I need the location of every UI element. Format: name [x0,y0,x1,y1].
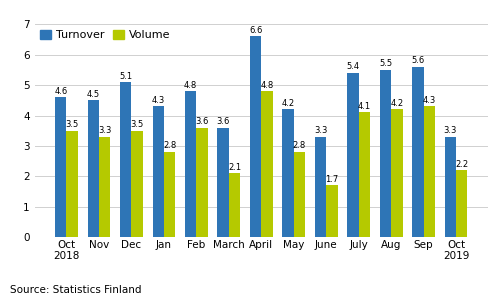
Text: 6.6: 6.6 [249,26,262,35]
Bar [348,73,359,237]
Bar [132,131,143,237]
Text: 3.3: 3.3 [314,126,327,135]
Text: 3.5: 3.5 [66,120,79,129]
Text: 3.3: 3.3 [98,126,111,135]
Bar [380,70,391,237]
Text: 3.5: 3.5 [131,120,144,129]
Text: 4.3: 4.3 [423,96,436,105]
Bar [120,82,132,237]
Text: 3.3: 3.3 [444,126,457,135]
Text: 4.6: 4.6 [54,87,68,96]
Bar [445,137,456,237]
Text: 3.6: 3.6 [195,117,209,126]
Bar [423,106,435,237]
Text: 5.1: 5.1 [119,71,132,81]
Text: Source: Statistics Finland: Source: Statistics Finland [10,285,141,295]
Bar [229,173,240,237]
Bar [185,91,196,237]
Text: 2.8: 2.8 [293,141,306,150]
Text: 4.5: 4.5 [87,90,100,99]
Bar [391,109,402,237]
Text: 2.8: 2.8 [163,141,176,150]
Text: 4.8: 4.8 [184,81,197,90]
Bar [88,100,99,237]
Bar [67,131,78,237]
Bar [99,137,110,237]
Text: 4.2: 4.2 [282,99,295,108]
Bar [217,128,229,237]
Bar [250,36,261,237]
Text: 2.2: 2.2 [455,160,468,169]
Bar [294,152,305,237]
Bar [326,185,338,237]
Text: 5.6: 5.6 [411,56,424,65]
Text: 4.3: 4.3 [151,96,165,105]
Bar [152,106,164,237]
Text: 4.1: 4.1 [358,102,371,111]
Bar [456,170,467,237]
Bar [261,91,273,237]
Bar [412,67,423,237]
Text: 2.1: 2.1 [228,163,241,172]
Bar [55,97,67,237]
Text: 1.7: 1.7 [325,175,339,184]
Bar [315,137,326,237]
Legend: Turnover, Volume: Turnover, Volume [40,30,170,40]
Bar [196,128,208,237]
Bar [359,112,370,237]
Text: 5.5: 5.5 [379,59,392,68]
Bar [164,152,175,237]
Text: 4.2: 4.2 [390,99,403,108]
Bar [282,109,294,237]
Text: 4.8: 4.8 [260,81,274,90]
Text: 5.4: 5.4 [347,62,359,71]
Text: 3.6: 3.6 [216,117,230,126]
